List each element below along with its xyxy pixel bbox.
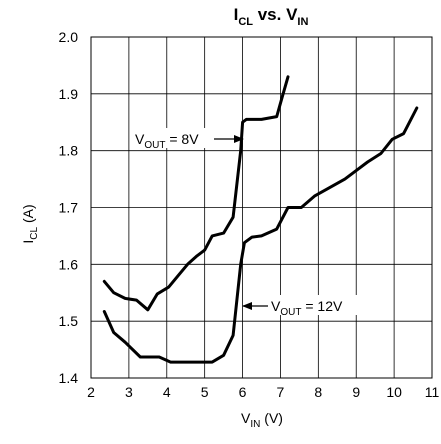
y-tick-labels: 1.4 1.5 1.6 1.7 1.8 1.9 2.0 [59,29,79,386]
x-tick-label: 8 [314,384,322,400]
annotation-vout-8v-label: VOUT = 8V [135,131,199,151]
y-tick-label: 2.0 [59,29,79,45]
y-tick-label: 1.7 [59,200,79,216]
annotation-vout-12v-label: VOUT = 12V [271,298,343,318]
x-tick-label: 3 [125,384,133,400]
x-tick-label: 11 [425,384,440,400]
y-tick-label: 1.9 [59,86,79,102]
grid [90,36,433,379]
y-axis-label: ICL (A) [20,204,40,243]
series-line-2 [102,75,290,312]
series-line-1 [102,106,419,364]
x-tick-label: 2 [87,384,95,400]
y-tick-label: 1.4 [59,370,79,386]
plot-frame [90,36,433,379]
annotation-vout-12v: VOUT = 12V [242,295,360,318]
annotation-vout-8v: VOUT = 8V [133,128,244,151]
y-tick-label: 1.5 [59,313,79,329]
x-tick-label: 5 [201,384,209,400]
y-tick-label: 1.8 [59,143,79,159]
x-axis-label: VIN (V) [241,410,283,430]
x-tick-label: 4 [163,384,171,400]
x-tick-labels: 2 3 4 5 6 7 8 9 10 11 [87,384,439,400]
series-layer [102,75,419,364]
chart-title: ICL vs. VIN [234,5,309,28]
y-tick-label: 1.6 [59,256,79,272]
x-tick-label: 10 [386,384,402,400]
x-tick-label: 6 [239,384,247,400]
x-tick-label: 7 [277,384,285,400]
x-tick-label: 9 [352,384,360,400]
